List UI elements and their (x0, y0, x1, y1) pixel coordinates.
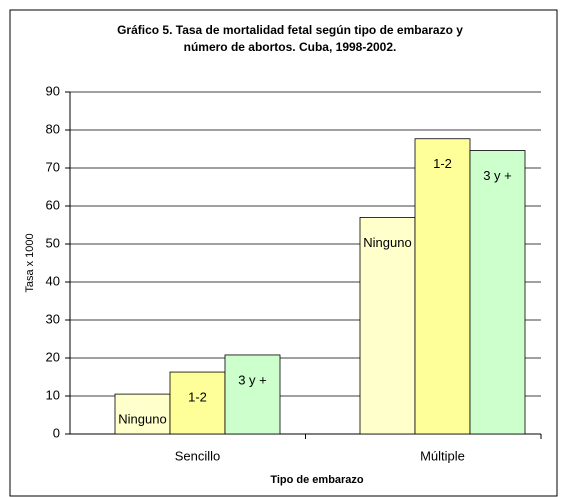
y-tick-label: 40 (46, 273, 60, 288)
y-axis-label: Tasa x 1000 (24, 233, 36, 292)
x-tick-label: Sencillo (175, 448, 221, 463)
bar (359, 216, 416, 435)
chart-title: Gráfico 5. Tasa de mortalidad fetal segú… (117, 23, 463, 37)
y-tick-label: 20 (46, 349, 60, 364)
data-label: 1-2 (188, 389, 207, 404)
y-tick-label: 50 (46, 235, 60, 250)
x-axis-label: Tipo de embarazo (270, 474, 364, 486)
bar (224, 354, 281, 435)
y-tick-label: 70 (46, 159, 60, 174)
bar (169, 371, 226, 435)
y-tick-label: 10 (46, 387, 60, 402)
data-label: 3 y + (238, 372, 267, 387)
y-tick-label: 80 (46, 121, 60, 136)
y-tick-label: 0 (53, 425, 60, 440)
bar (469, 150, 526, 435)
y-tick-label: 60 (46, 197, 60, 212)
data-label: Ninguno (363, 235, 411, 250)
bar (414, 138, 471, 435)
chart-subtitle: número de abortos. Cuba, 1998-2002. (184, 40, 397, 54)
x-tick-label: Múltiple (420, 448, 465, 463)
data-label: 3 y + (483, 168, 512, 183)
y-tick-label: 30 (46, 311, 60, 326)
data-label: 1-2 (433, 156, 452, 171)
data-label: Ninguno (118, 412, 166, 427)
y-tick-label: 90 (46, 83, 60, 98)
bar (114, 393, 171, 435)
